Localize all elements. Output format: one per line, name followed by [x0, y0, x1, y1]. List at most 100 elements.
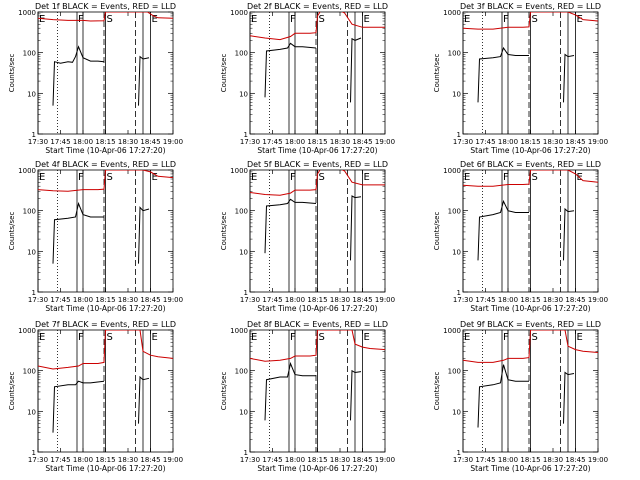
x-tick-label: 19:00	[375, 456, 395, 464]
x-axis-label: Start Time (10-Apr-06 17:27:20)	[470, 464, 590, 473]
event-marker-label: F	[290, 14, 296, 25]
x-tick-label: 18:15	[307, 138, 327, 146]
events-series-line	[264, 198, 317, 254]
x-axis-label: Start Time (10-Apr-06 17:27:20)	[45, 464, 165, 473]
events-series-line	[350, 37, 362, 103]
lld-series-line	[250, 12, 385, 41]
event-marker-label: S	[532, 332, 538, 343]
lld-series-line	[38, 170, 173, 192]
x-tick-label: 18:00	[498, 138, 518, 146]
x-axis-label: Start Time (10-Apr-06 17:27:20)	[257, 146, 377, 155]
event-marker-label: E	[464, 14, 470, 25]
x-tick-label: 18:45	[565, 138, 585, 146]
panel-det-9: Det 9f BLACK = Events, RED = LLD 1 10 100 10…	[433, 320, 608, 473]
series-group	[463, 170, 598, 261]
y-axis-label: Counts/sec	[8, 212, 16, 251]
event-marker-label: E	[577, 14, 583, 25]
y-tick-label: 100	[235, 50, 248, 58]
event-marker-label: E	[364, 172, 370, 183]
y-axis-label: Counts/sec	[8, 372, 16, 411]
x-tick-label: 18:00	[73, 456, 93, 464]
x-tick-label: 18:45	[565, 296, 585, 304]
y-axis-label: Counts/sec	[433, 372, 441, 411]
x-axis-label: Start Time (10-Apr-06 17:27:20)	[257, 464, 377, 473]
events-series-line	[52, 45, 105, 106]
x-tick-label: 18:00	[498, 456, 518, 464]
x-axis-label: Start Time (10-Apr-06 17:27:20)	[257, 304, 377, 313]
y-tick-label: 100	[23, 208, 36, 216]
x-tick-label: 19:00	[163, 296, 183, 304]
event-marker-label: F	[290, 172, 296, 183]
event-marker-label: S	[532, 172, 538, 183]
event-marker-label: E	[152, 14, 158, 25]
event-marker-label: S	[319, 172, 325, 183]
y-tick-label: 1	[244, 289, 248, 297]
y-axis-label: Counts/sec	[220, 54, 228, 93]
x-tick-label: 18:30	[543, 138, 563, 146]
x-tick-label: 18:15	[95, 138, 115, 146]
y-axis-label: Counts/sec	[8, 54, 16, 93]
y-axis-label: Counts/sec	[433, 212, 441, 251]
x-tick-label: 18:15	[95, 456, 115, 464]
x-axis-label: Start Time (10-Apr-06 17:27:20)	[45, 304, 165, 313]
x-tick-label: 18:00	[73, 296, 93, 304]
lld-series-line	[250, 330, 385, 362]
events-series-line	[477, 199, 529, 261]
y-tick-label: 10	[452, 408, 461, 416]
event-marker-label: F	[503, 172, 509, 183]
y-tick-label: 1	[244, 449, 248, 457]
x-tick-label: 17:30	[453, 296, 473, 304]
x-axis-label: Start Time (10-Apr-06 17:27:20)	[470, 304, 590, 313]
x-tick-label: 18:00	[285, 456, 305, 464]
event-marker-label: F	[503, 14, 509, 25]
x-tick-label: 17:30	[453, 456, 473, 464]
panel-det-1: Det 1f BLACK = Events, RED = LLD 1 10 100 10…	[8, 2, 183, 155]
series-group	[38, 170, 173, 264]
event-marker-label: F	[290, 332, 296, 343]
x-tick-label: 18:00	[285, 296, 305, 304]
y-tick-label: 1000	[443, 327, 461, 335]
y-tick-label: 10	[452, 248, 461, 256]
x-tick-label: 18:15	[307, 456, 327, 464]
x-tick-label: 19:00	[588, 138, 608, 146]
events-series-line	[477, 46, 529, 103]
y-tick-label: 1	[457, 449, 461, 457]
y-tick-label: 10	[452, 90, 461, 98]
x-tick-label: 18:30	[118, 138, 138, 146]
x-tick-label: 17:45	[475, 456, 495, 464]
y-tick-label: 100	[235, 368, 248, 376]
event-marker-label: S	[319, 14, 325, 25]
y-tick-label: 10	[27, 248, 36, 256]
event-marker-label: S	[107, 14, 113, 25]
x-tick-label: 18:00	[498, 296, 518, 304]
y-tick-label: 1	[32, 289, 36, 297]
panel-title: Det 6f BLACK = Events, RED = LLD	[460, 160, 601, 169]
event-marker-label: F	[78, 332, 84, 343]
event-marker-label: E	[39, 172, 45, 183]
x-axis-label: Start Time (10-Apr-06 17:27:20)	[45, 146, 165, 155]
event-marker-label: F	[503, 332, 509, 343]
x-tick-label: 19:00	[588, 296, 608, 304]
lld-series-line	[250, 170, 385, 196]
x-tick-label: 18:00	[285, 138, 305, 146]
x-tick-label: 17:45	[50, 138, 70, 146]
x-tick-label: 18:30	[330, 296, 350, 304]
y-tick-label: 1000	[443, 9, 461, 17]
y-tick-label: 1000	[18, 327, 36, 335]
events-series-line	[477, 364, 529, 428]
series-group	[463, 330, 598, 428]
event-marker-label: E	[251, 332, 257, 343]
y-tick-label: 10	[27, 90, 36, 98]
y-tick-label: 1	[457, 289, 461, 297]
series-group	[250, 170, 385, 261]
panel-title: Det 1f BLACK = Events, RED = LLD	[35, 2, 176, 11]
event-marker-label: S	[532, 14, 538, 25]
series-group	[38, 330, 173, 433]
y-tick-label: 100	[235, 208, 248, 216]
x-tick-label: 17:45	[475, 138, 495, 146]
x-tick-label: 18:30	[118, 296, 138, 304]
x-tick-label: 17:30	[240, 296, 260, 304]
panel-title: Det 3f BLACK = Events, RED = LLD	[460, 2, 601, 11]
x-tick-label: 17:45	[262, 296, 282, 304]
panel-det-6: Det 6f BLACK = Events, RED = LLD 1 10 100 10…	[433, 160, 608, 313]
